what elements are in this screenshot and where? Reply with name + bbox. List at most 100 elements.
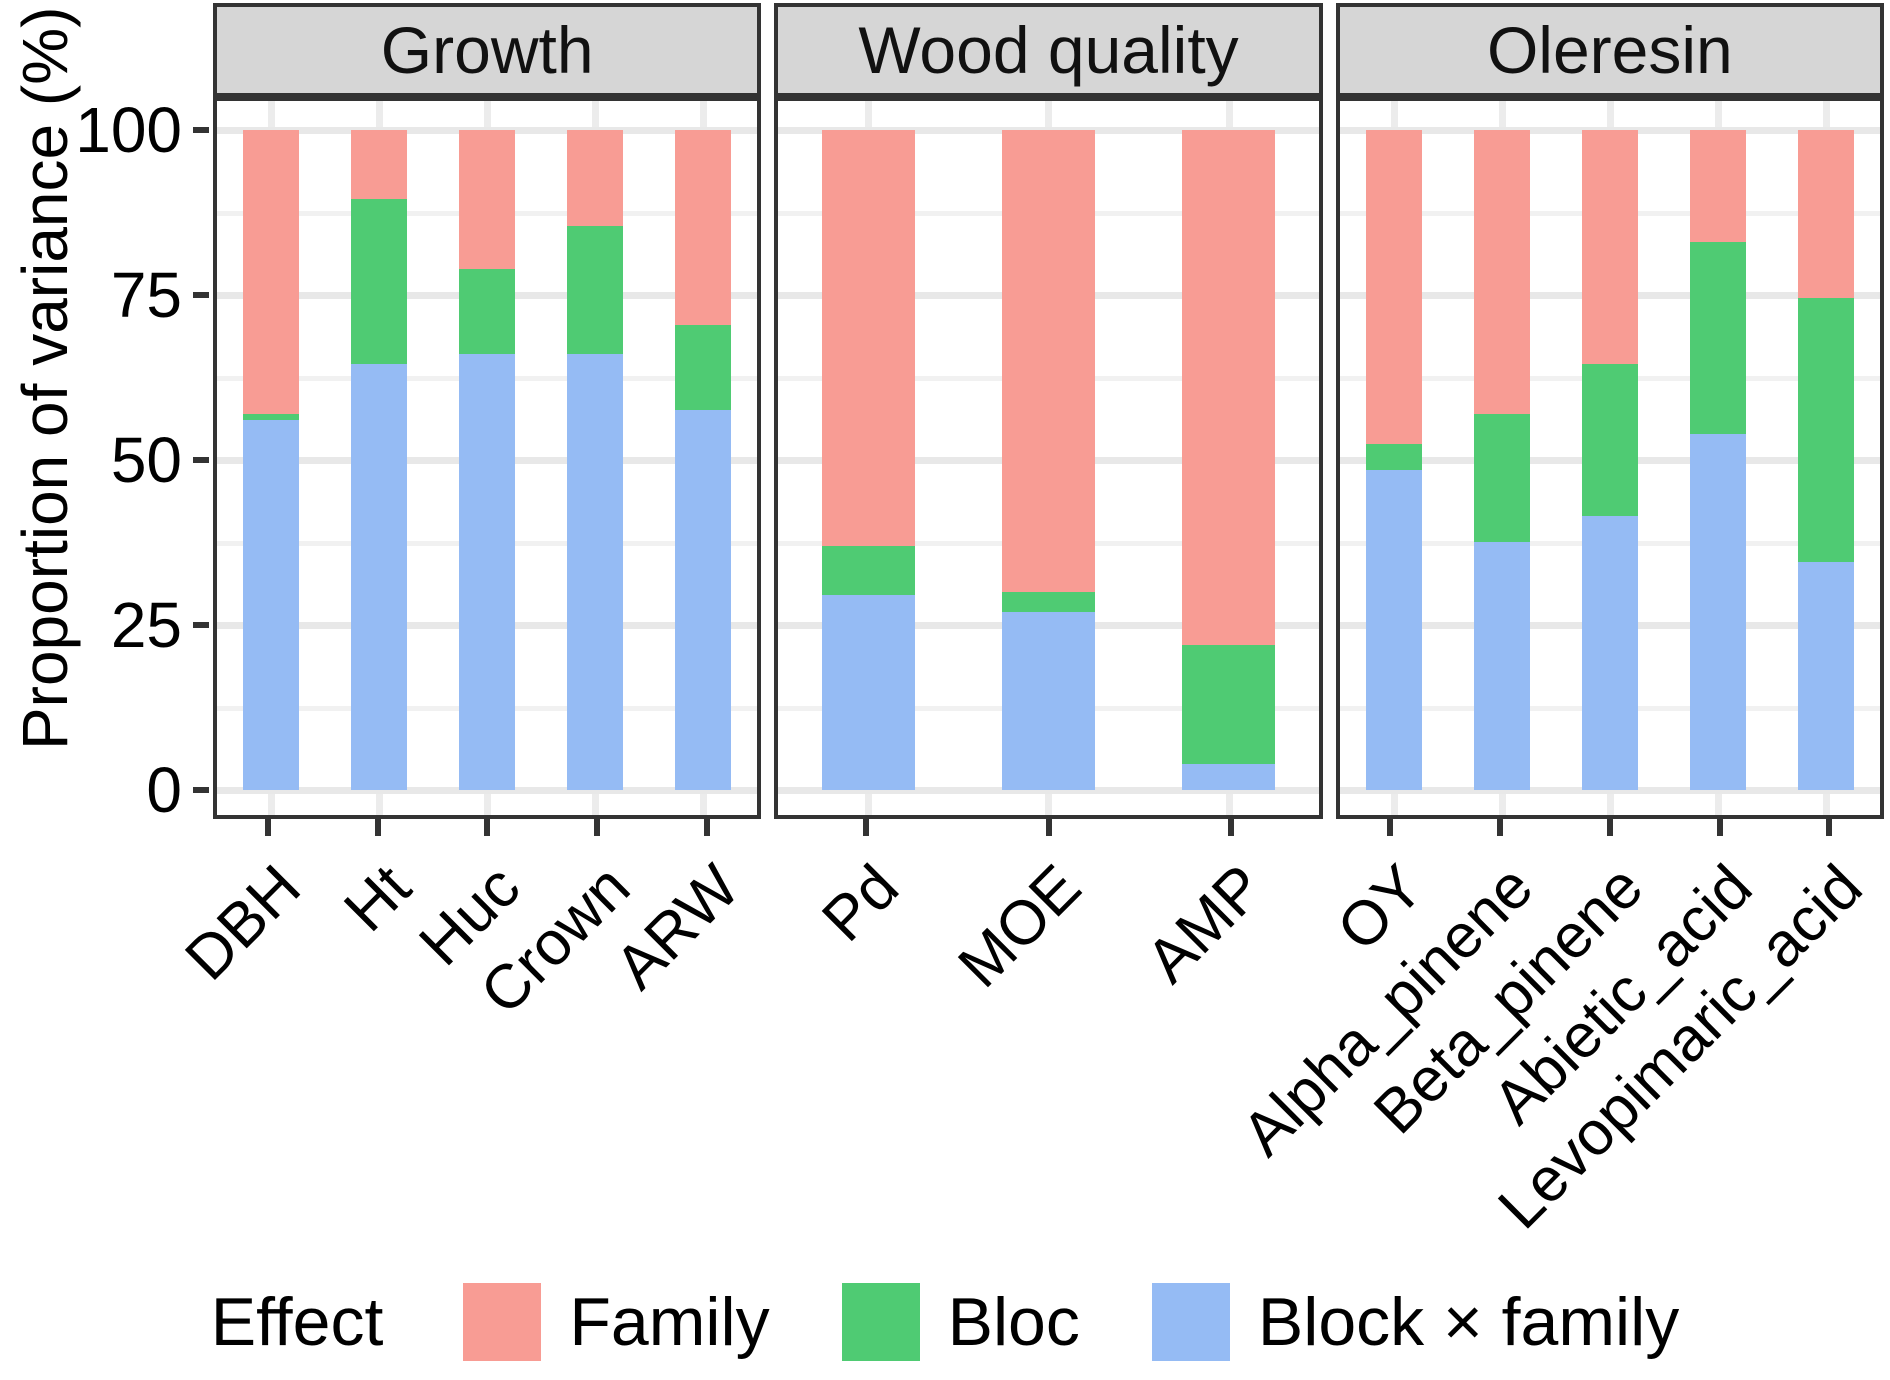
x-label-slot: Ht — [323, 839, 433, 1277]
legend-item-bloc: Bloc — [841, 1283, 1080, 1361]
x-tick-mark — [1387, 819, 1394, 836]
legend-label-family: Family — [569, 1284, 770, 1360]
x-label-slot: Crown — [467, 839, 652, 1277]
y-tick-label: 0 — [146, 754, 182, 826]
x-tick-slot — [1140, 819, 1323, 839]
bar-slot — [958, 130, 1138, 790]
gridline-major — [778, 787, 1319, 794]
stacked-bar-levopimaric-acid — [1797, 130, 1855, 790]
x-tick-slot — [774, 819, 957, 839]
bar-segment-family — [1001, 130, 1096, 592]
bar-segment-family — [821, 130, 916, 546]
facet-oleresin: Oleresin OY Alpha_pinene Beta_pinene Abietic… — [1229, 3, 1884, 1277]
stacked-bar-beta-pinene — [1581, 130, 1638, 790]
x-label-slot: Levopimaric_acid — [1485, 839, 1884, 1277]
bar-segment-bloc — [1181, 644, 1276, 764]
x-tick-mark — [1228, 819, 1235, 836]
y-tick-mark — [193, 622, 209, 628]
y-tick-mark — [193, 457, 209, 463]
bar-slot — [1664, 130, 1772, 790]
x-axis-label-pd: Pd — [809, 852, 912, 955]
bars-wood-quality — [778, 130, 1318, 790]
y-tick-mark — [193, 787, 209, 793]
x-tick-slot — [652, 819, 762, 839]
legend-label-bloc: Bloc — [947, 1284, 1080, 1360]
x-tick-slot — [1555, 819, 1665, 839]
bar-segment-bloc — [351, 199, 408, 365]
bar-segment-family — [1581, 130, 1638, 365]
x-tick-slot — [1774, 819, 1884, 839]
bar-segment-block-family — [351, 364, 408, 790]
bar-segment-block-family — [1001, 611, 1096, 790]
x-labels: Pd MOE AMP — [774, 839, 1322, 1277]
x-ticks — [774, 819, 1322, 839]
bar-segment-bloc — [459, 268, 516, 355]
bar-segment-block-family — [459, 354, 516, 790]
x-tick-slot — [542, 819, 652, 839]
stacked-bar-ht — [351, 130, 408, 790]
facet-panel-oleresin — [1335, 97, 1884, 819]
bar-segment-bloc — [675, 324, 732, 411]
bar-segment-block-family — [1581, 516, 1638, 790]
bars-oleresin — [1340, 130, 1880, 790]
x-tick-slot — [432, 819, 542, 839]
x-label-slot: MOE — [946, 839, 1140, 1277]
bar-slot — [541, 130, 649, 790]
bar-segment-block-family — [1797, 562, 1855, 790]
facet-strip-wood-quality: Wood quality — [774, 3, 1323, 97]
legend-key-bloc-icon — [841, 1283, 920, 1361]
bar-segment-family — [459, 130, 516, 269]
bar-slot — [1772, 130, 1880, 790]
x-tick-mark — [264, 819, 271, 836]
bar-segment-bloc — [567, 225, 624, 355]
stacked-bar-pd — [821, 130, 916, 790]
bar-segment-family — [675, 130, 732, 325]
stacked-bar-huc — [459, 130, 516, 790]
bar-segment-bloc — [1689, 242, 1746, 434]
bar-slot — [778, 130, 958, 790]
facet-growth: Growth DBH Ht Huc Crown ARW — [172, 3, 762, 1277]
bar-segment-family — [242, 130, 300, 414]
bar-segment-family — [1365, 130, 1422, 444]
x-label-slot: Huc — [406, 839, 542, 1277]
gridline-major — [1339, 787, 1880, 794]
legend-key-block-family-icon — [1151, 1283, 1230, 1361]
bar-segment-family — [1181, 130, 1276, 645]
bar-segment-block-family — [821, 595, 916, 790]
x-axis-label-moe: MOE — [945, 852, 1095, 1001]
x-tick-mark — [1716, 819, 1723, 836]
bar-segment-block-family — [242, 420, 300, 790]
y-tick-mark — [193, 292, 209, 298]
legend-item-block-family: Block × family — [1151, 1283, 1680, 1361]
x-label-slot: DBH — [172, 839, 323, 1277]
x-labels: OY Alpha_pinene Beta_pinene Abietic_acid Lev… — [1229, 839, 1884, 1277]
bar-segment-bloc — [821, 545, 916, 596]
x-label-slot: ARW — [602, 839, 762, 1277]
x-tick-mark — [862, 819, 869, 836]
x-axis-label-dbh: DBH — [172, 852, 314, 994]
x-tick-slot — [957, 819, 1140, 839]
legend-key-family-icon — [463, 1283, 542, 1361]
x-tick-slot — [1336, 819, 1446, 839]
stacked-bar-moe — [1001, 130, 1096, 790]
bar-slot — [1448, 130, 1556, 790]
bar-segment-block-family — [567, 354, 624, 790]
y-tick-label: 25 — [110, 589, 182, 661]
stacked-bar-arw — [675, 130, 732, 790]
x-tick-mark — [374, 819, 381, 836]
bar-segment-block-family — [675, 410, 732, 790]
bars-growth — [217, 130, 757, 790]
legend-label-block-family: Block × family — [1257, 1284, 1680, 1360]
x-tick-mark — [703, 819, 710, 836]
x-tick-slot — [213, 819, 323, 839]
y-tick-label: 50 — [110, 424, 182, 496]
stacked-bar-alpha-pinene — [1473, 130, 1530, 790]
y-tick-label: 100 — [75, 94, 182, 166]
bar-segment-family — [1689, 130, 1746, 243]
bar-slot — [1139, 130, 1319, 790]
gridline-major — [217, 787, 758, 794]
facet-wood-quality: Wood quality Pd MOE AMP — [774, 3, 1323, 1277]
bar-slot — [217, 130, 325, 790]
x-ticks — [1336, 819, 1884, 839]
